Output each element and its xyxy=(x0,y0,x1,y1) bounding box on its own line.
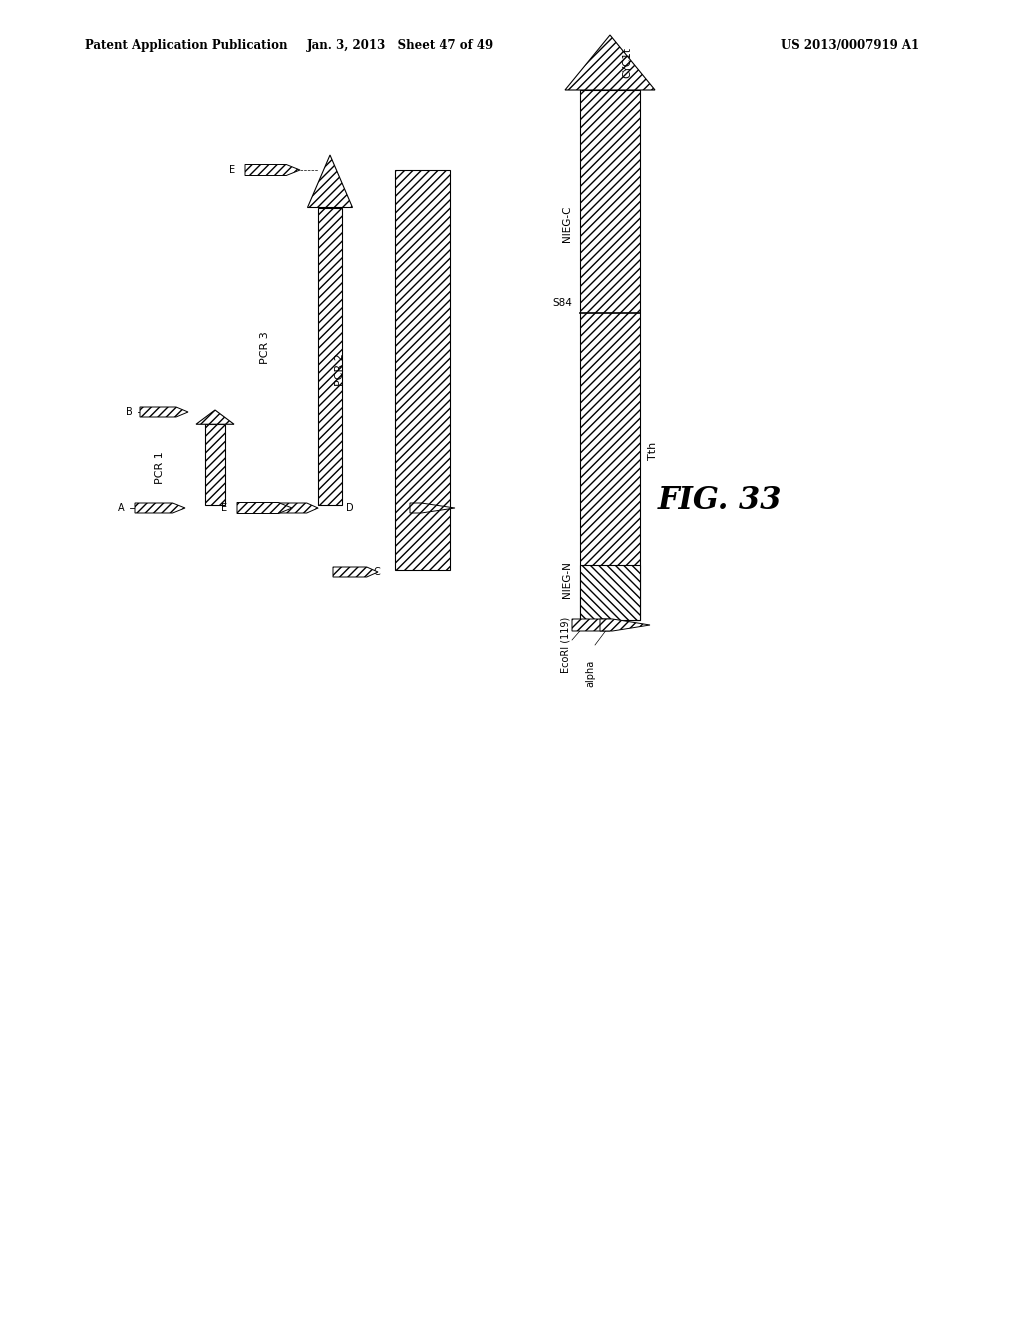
Polygon shape xyxy=(273,503,318,513)
Bar xyxy=(580,565,640,620)
Text: Jan. 3, 2013   Sheet 47 of 49: Jan. 3, 2013 Sheet 47 of 49 xyxy=(306,38,494,51)
Polygon shape xyxy=(237,503,292,513)
Bar xyxy=(580,90,640,620)
Text: EcoRI (119): EcoRI (119) xyxy=(560,616,570,673)
Polygon shape xyxy=(196,411,234,424)
Text: PCR 2: PCR 2 xyxy=(335,354,345,387)
Polygon shape xyxy=(600,619,650,631)
Text: C: C xyxy=(374,568,380,577)
Text: US 2013/0007919 A1: US 2013/0007919 A1 xyxy=(781,38,920,51)
Text: CYC1t: CYC1t xyxy=(622,48,632,78)
Text: B: B xyxy=(126,407,133,417)
Bar xyxy=(317,207,342,506)
Text: NIEG-N: NIEG-N xyxy=(562,561,572,598)
Text: E: E xyxy=(221,503,227,513)
Bar xyxy=(205,424,225,506)
Text: E: E xyxy=(229,165,234,176)
Polygon shape xyxy=(565,36,655,90)
Text: Patent Application Publication: Patent Application Publication xyxy=(85,38,288,51)
Polygon shape xyxy=(333,568,378,577)
Polygon shape xyxy=(245,165,300,176)
Polygon shape xyxy=(135,503,185,513)
Text: FIG. 33: FIG. 33 xyxy=(657,484,782,516)
Text: D: D xyxy=(346,503,354,513)
Text: Tth: Tth xyxy=(648,441,658,459)
Polygon shape xyxy=(410,503,455,513)
Text: alpha: alpha xyxy=(585,660,595,688)
Text: S84: S84 xyxy=(552,297,572,308)
Text: PCR 3: PCR 3 xyxy=(260,331,270,364)
Polygon shape xyxy=(140,407,188,417)
Text: A: A xyxy=(119,503,125,513)
Text: PCR 1: PCR 1 xyxy=(155,451,165,484)
Polygon shape xyxy=(572,619,622,631)
Polygon shape xyxy=(307,154,352,207)
Bar xyxy=(395,170,450,570)
Text: C: C xyxy=(258,503,265,513)
Text: NIEG-C: NIEG-C xyxy=(562,206,572,242)
